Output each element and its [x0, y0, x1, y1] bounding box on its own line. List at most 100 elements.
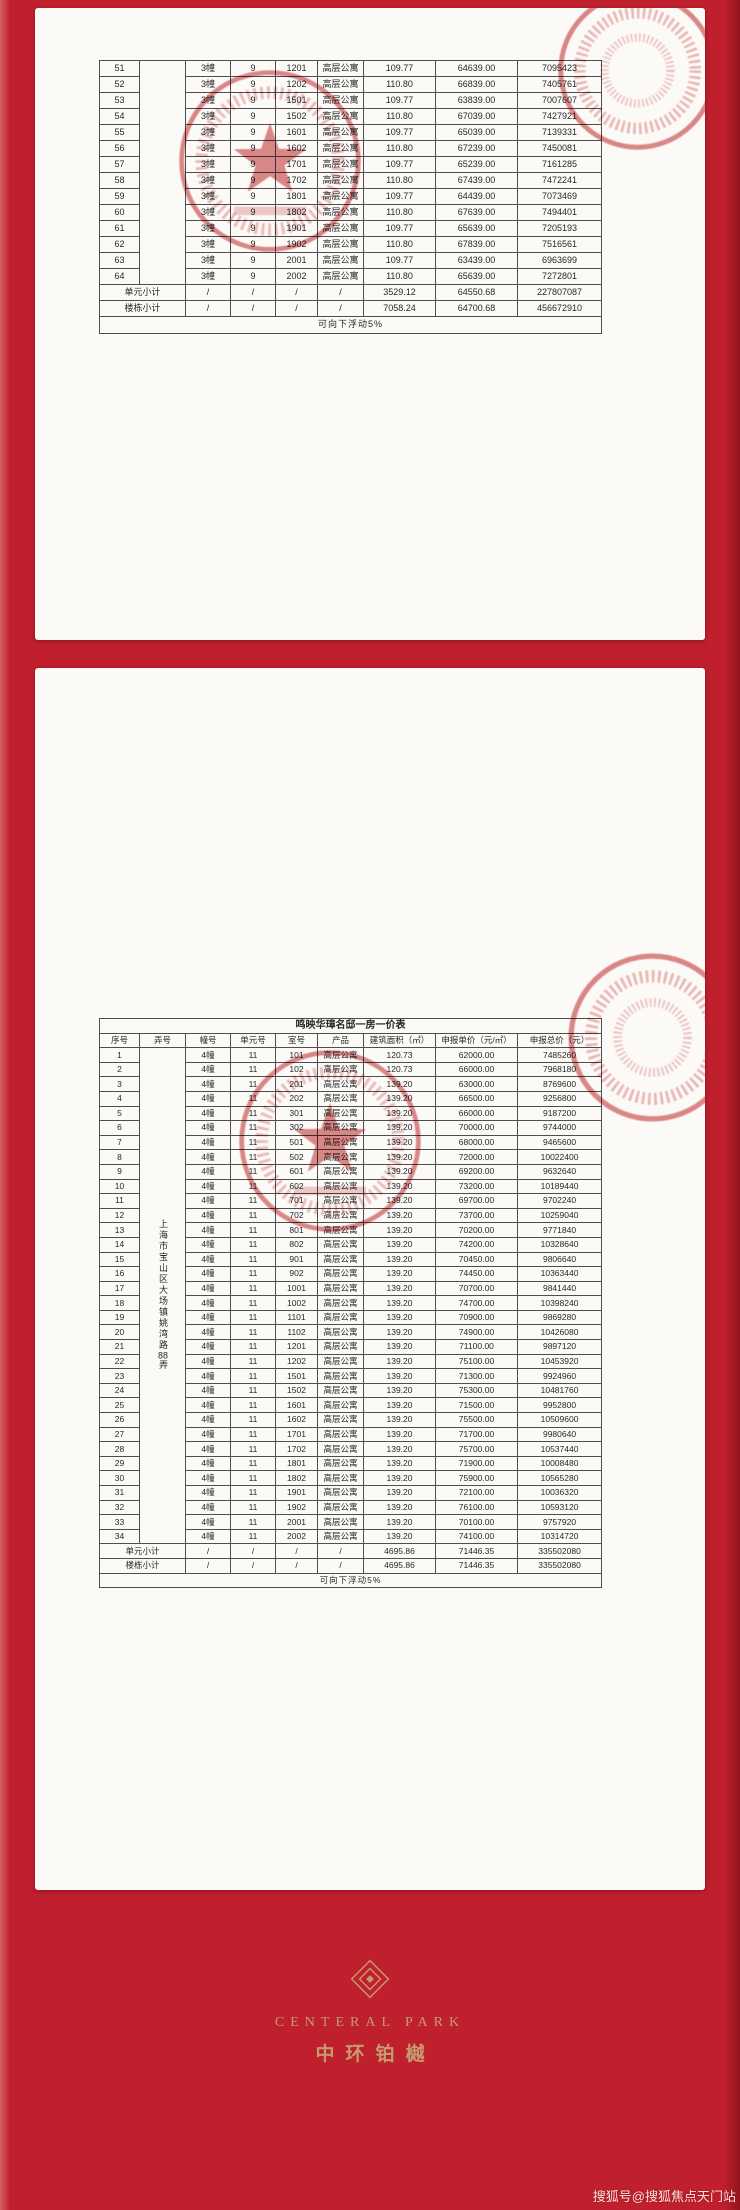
- unit-subtotal-row: 单元小计 / / //3529.12 64550.68 227807087: [99, 284, 602, 301]
- cell-total-price: 7272801: [517, 268, 602, 285]
- cell-product: 高层公寓: [317, 1514, 364, 1530]
- cell-slash: /: [185, 300, 231, 317]
- cell-area: 139.20: [363, 1441, 436, 1457]
- cell-unit-price: 66500.00: [435, 1090, 518, 1107]
- cell-area: 139.20: [363, 1266, 436, 1282]
- cell-unit-price: 73700.00: [435, 1207, 518, 1224]
- cell-unit-price: 71500.00: [435, 1397, 518, 1414]
- cell-index: 60: [99, 204, 140, 221]
- watermark-text: 搜狐号@搜狐焦点天门站: [592, 2189, 736, 2204]
- cell-unit-price: 75500.00: [435, 1412, 518, 1428]
- cell-area: 139.20: [363, 1339, 436, 1355]
- cell-total-price: 9952800: [516, 1397, 603, 1414]
- cell-unit-price: 70900.00: [435, 1309, 518, 1326]
- cell-index: 11: [99, 1193, 140, 1209]
- cell-total-price: 9841440: [516, 1280, 603, 1297]
- cell-unit: 11: [230, 1251, 276, 1268]
- cell-area: 139.20: [363, 1368, 436, 1384]
- cell-lane: [139, 60, 186, 285]
- cell-room: 2002: [275, 268, 318, 285]
- column-header: 弄号: [139, 1032, 186, 1049]
- red-stamp-icon: [239, 1050, 421, 1232]
- cell-unit-price: 67439.00: [435, 172, 518, 189]
- cell-total-price: 10314720: [516, 1528, 603, 1545]
- cell-unit-price: 64439.00: [435, 188, 518, 205]
- cell-index: 19: [99, 1309, 140, 1326]
- building-subtotal-row: 楼栋小计 / / //4695.86 71446.35 335502080: [99, 1557, 603, 1574]
- cell-building: 4幢: [185, 1149, 231, 1165]
- cell-index: 16: [99, 1266, 140, 1282]
- cell-unit: 11: [230, 1280, 276, 1297]
- unit-subtotal-row: 单元小计 / / //4695.86 71446.35 335502080: [99, 1543, 603, 1559]
- cell-index: 64: [99, 268, 140, 285]
- cell-slash: /: [275, 300, 318, 317]
- cell-area: 109.77: [363, 60, 436, 77]
- cell-index: 24: [99, 1382, 140, 1399]
- table-row: 31 4幢 11 1901 高层公寓 139.20 72100.00 10036320: [99, 1485, 603, 1501]
- cell-product: 高层公寓: [317, 1412, 364, 1428]
- note-row: 可向下浮动5%: [98, 1572, 603, 1589]
- cell-area: 109.77: [363, 92, 436, 109]
- table-row: 55 3幢 9 1601 高层公寓 109.77 65039.00 7139331: [99, 124, 602, 141]
- cell-unit-price: 64639.00: [435, 60, 518, 77]
- cell-unit: 11: [230, 1397, 276, 1414]
- building-subtotal-row: 楼栋小计 / / //7058.24 64700.68 456672910: [99, 300, 602, 317]
- cell-unit-price: 68000.00: [435, 1134, 518, 1151]
- cell-unit-price: 65639.00: [435, 220, 518, 237]
- cell-room: 1601: [275, 1397, 318, 1414]
- cell-unit-price: 62000.00: [435, 1047, 518, 1063]
- document-page-1: 51 3幢 9 1201 高层公寓 109.77 64639.00 7095423 52 3幢 9 1…: [35, 8, 705, 640]
- cell-slash: /: [275, 1543, 318, 1559]
- cell-slash: /: [230, 1543, 276, 1559]
- cell-total-price: 10565280: [516, 1470, 603, 1486]
- cell-index: 63: [99, 252, 140, 269]
- cell-total-price: 9897120: [516, 1339, 603, 1355]
- cell-lane: 上海市宝山区大场镇姚湾路88弄: [139, 1047, 186, 1545]
- brand-name-cn: 中环铂樾: [315, 2044, 436, 2065]
- cell-area: 109.77: [363, 220, 436, 237]
- cell-room: 1802: [275, 1470, 318, 1486]
- cell-index: 12: [99, 1207, 140, 1224]
- cell-total-price: 9869280: [516, 1309, 603, 1326]
- cell-index: 62: [99, 236, 140, 253]
- brand-name-en: CENTERAL PARK: [274, 2015, 466, 2030]
- table-row: 15 4幢 11 901 高层公寓 139.20 70450.00 9806640: [99, 1251, 603, 1268]
- cell-unit-price: 71700.00: [435, 1426, 518, 1443]
- cell-unit: 9: [230, 268, 276, 285]
- cell-unit-price: 70100.00: [435, 1514, 518, 1530]
- cell-unit-price: 65239.00: [435, 156, 518, 173]
- cell-index: 8: [99, 1149, 140, 1165]
- table-row: 1 上海市宝山区大场镇姚湾路88弄 4幢 11 101 高层公寓 120.73 62000.0…: [99, 1047, 603, 1545]
- cell-index: 29: [99, 1455, 140, 1472]
- table-row: 54 3幢 9 1502 高层公寓 110.80 67039.00 7427921: [99, 108, 602, 125]
- cell-unit-price: 71446.35: [435, 1543, 518, 1559]
- cell-unit-price: 71900.00: [435, 1455, 518, 1472]
- red-stamp-icon: [568, 953, 705, 1122]
- cell-room: 1101: [275, 1309, 318, 1326]
- cell-building: 4幢: [185, 1485, 231, 1501]
- red-stamp-icon: [179, 70, 361, 252]
- cell-product: 高层公寓: [317, 1309, 364, 1326]
- cell-unit-price: 65639.00: [435, 268, 518, 285]
- cell-area: 110.80: [363, 108, 436, 125]
- column-header: 序号: [99, 1032, 140, 1049]
- cell-area: 139.20: [363, 1309, 436, 1326]
- cell-building: 4幢: [185, 1455, 231, 1472]
- cell-unit-price: 73200.00: [435, 1178, 518, 1195]
- cell-room: 2002: [275, 1528, 318, 1545]
- cell-unit: 11: [230, 1353, 276, 1370]
- cell-total-price: 10537440: [516, 1441, 603, 1457]
- cell-total-price: 10036320: [516, 1485, 603, 1501]
- cell-index: 1: [99, 1047, 140, 1063]
- lane-address: 上海市宝山区大场镇姚湾路88弄: [158, 1219, 168, 1371]
- cell-building: 4幢: [185, 1251, 231, 1268]
- subtotal-label: 单元小计: [99, 284, 186, 301]
- cell-unit-price: 71446.35: [435, 1557, 518, 1574]
- cell-unit: 11: [230, 1368, 276, 1384]
- cell-area: 110.80: [363, 204, 436, 221]
- cell-area: 139.20: [363, 1236, 436, 1253]
- cell-index: 61: [99, 220, 140, 237]
- cell-unit-price: 72000.00: [435, 1149, 518, 1165]
- cell-unit-price: 74700.00: [435, 1295, 518, 1311]
